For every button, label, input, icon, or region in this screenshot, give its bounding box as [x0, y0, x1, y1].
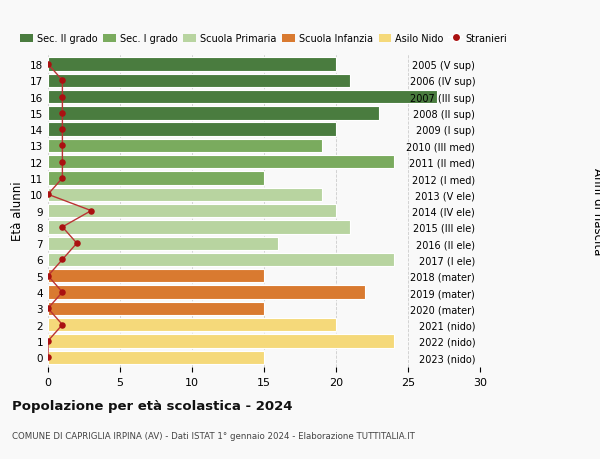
Point [86, 207, 96, 215]
Point [58, 321, 67, 329]
Text: COMUNE DI CAPRIGLIA IRPINA (AV) - Dati ISTAT 1° gennaio 2024 - Elaborazione TUTT: COMUNE DI CAPRIGLIA IRPINA (AV) - Dati I… [12, 431, 415, 441]
Bar [48, 253, 394, 267]
Bar [48, 74, 350, 88]
Bar [48, 221, 350, 234]
Bar [48, 58, 336, 72]
Bar [48, 204, 336, 218]
Point [43, 354, 53, 361]
Point [43, 273, 53, 280]
Point [58, 126, 67, 134]
Bar [48, 351, 264, 364]
Bar [48, 123, 336, 136]
Bar [48, 269, 264, 283]
Bar [48, 188, 322, 202]
Point [43, 61, 53, 68]
Legend: Sec. II grado, Sec. I grado, Scuola Primaria, Scuola Infanzia, Asilo Nido, Stran: Sec. II grado, Sec. I grado, Scuola Prim… [20, 34, 508, 44]
Point [58, 159, 67, 166]
Bar [48, 107, 379, 120]
Point [58, 224, 67, 231]
Point [43, 191, 53, 199]
Point [58, 78, 67, 85]
Point [58, 175, 67, 182]
Bar [48, 237, 278, 250]
Text: Popolazione per età scolastica - 2024: Popolazione per età scolastica - 2024 [12, 399, 293, 412]
Bar [48, 302, 264, 315]
Bar [48, 335, 394, 348]
Point [58, 110, 67, 117]
Point [58, 94, 67, 101]
Y-axis label: Età alunni: Età alunni [11, 181, 25, 241]
Text: Anni di nascita: Anni di nascita [590, 168, 600, 255]
Bar [48, 318, 336, 331]
Bar [48, 172, 264, 185]
Bar [48, 156, 394, 169]
Point [43, 337, 53, 345]
Point [58, 142, 67, 150]
Point [43, 305, 53, 312]
Point [72, 240, 82, 247]
Bar [48, 140, 322, 153]
Bar [48, 286, 365, 299]
Bar [48, 91, 437, 104]
Point [58, 256, 67, 263]
Point [58, 289, 67, 296]
